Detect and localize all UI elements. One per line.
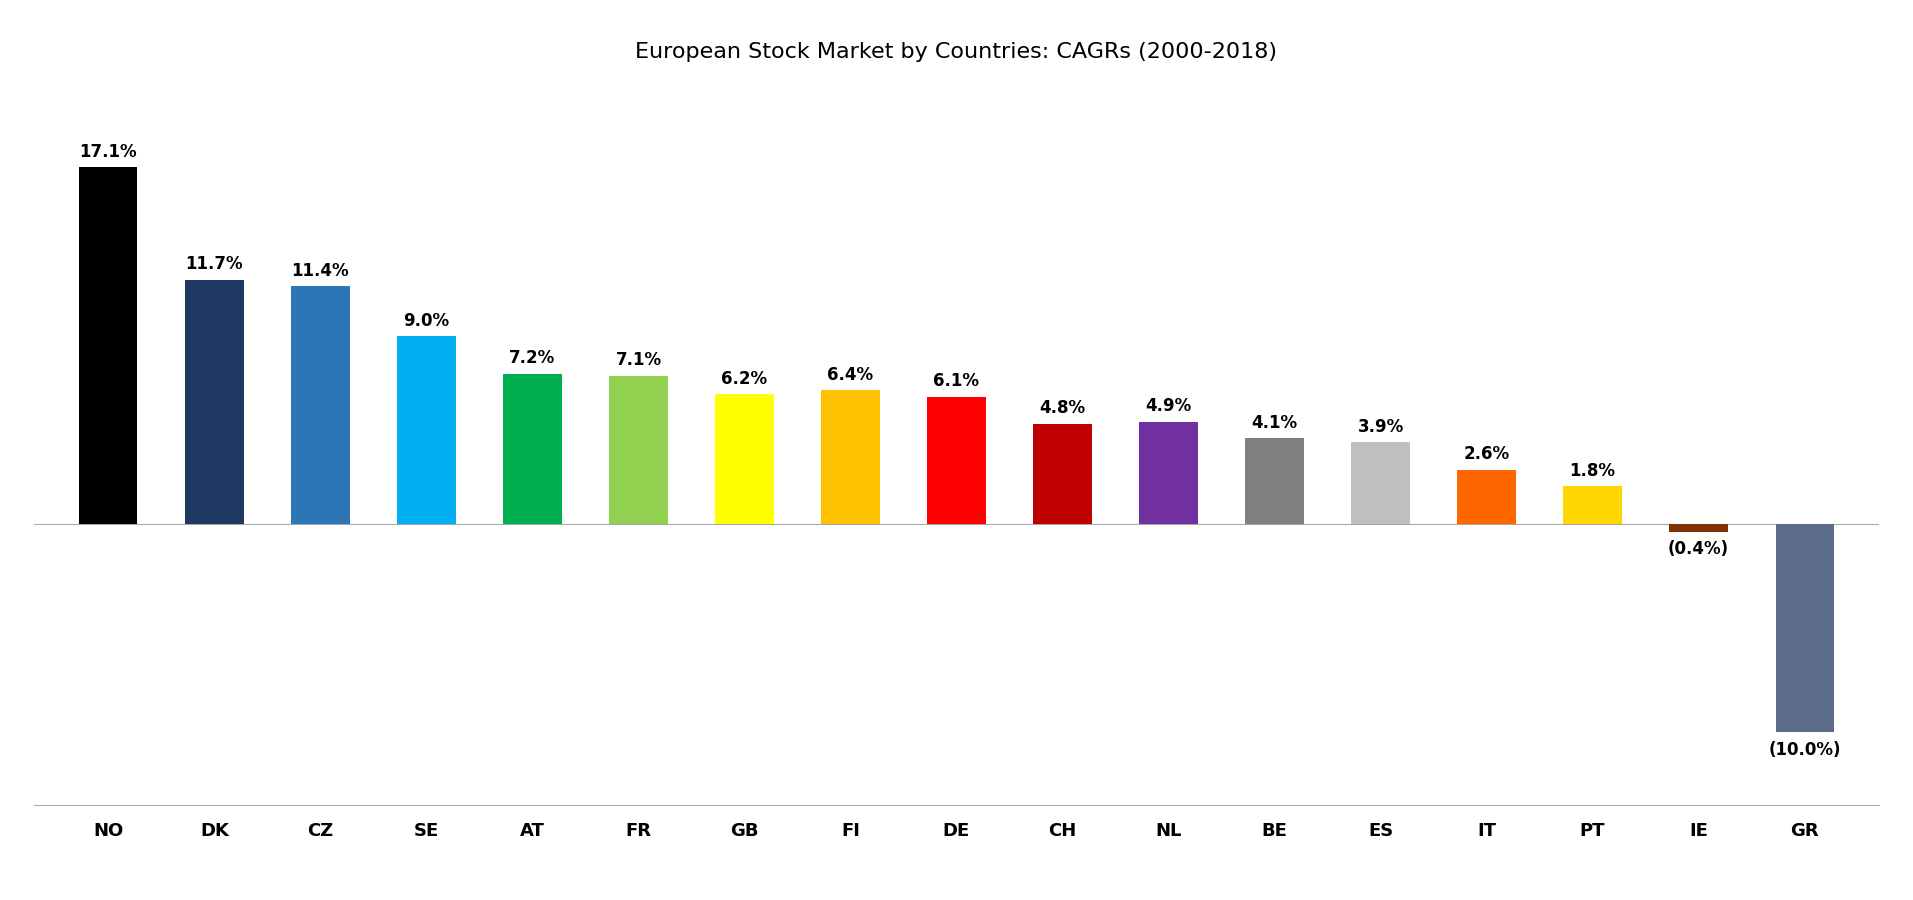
Text: 6.1%: 6.1% [934, 373, 979, 391]
Text: 9.0%: 9.0% [404, 311, 450, 329]
Text: 6.2%: 6.2% [721, 370, 767, 388]
Bar [608, 375, 668, 524]
Bar [1563, 486, 1622, 524]
Text: 17.1%: 17.1% [80, 143, 138, 161]
Bar [186, 280, 243, 524]
Bar [1033, 424, 1092, 524]
Bar [1670, 524, 1727, 532]
Bar [1245, 438, 1305, 524]
Text: 4.9%: 4.9% [1146, 397, 1192, 415]
Text: 6.4%: 6.4% [828, 366, 874, 384]
Title: European Stock Market by Countries: CAGRs (2000-2018): European Stock Market by Countries: CAGR… [635, 42, 1278, 62]
Bar [1458, 470, 1515, 524]
Bar [503, 374, 562, 524]
Text: 7.2%: 7.2% [509, 349, 555, 367]
Text: 3.9%: 3.9% [1358, 418, 1404, 436]
Bar [291, 286, 350, 524]
Text: 11.4%: 11.4% [291, 262, 350, 280]
Bar [1351, 443, 1410, 524]
Text: 4.8%: 4.8% [1039, 400, 1085, 418]
Text: (10.0%): (10.0%) [1768, 741, 1840, 759]
Text: 2.6%: 2.6% [1463, 446, 1509, 464]
Text: 1.8%: 1.8% [1571, 462, 1616, 480]
Bar [1140, 421, 1198, 524]
Text: (0.4%): (0.4%) [1668, 541, 1729, 559]
Bar [821, 391, 880, 524]
Bar [1775, 524, 1835, 733]
Text: 4.1%: 4.1% [1251, 414, 1297, 432]
Text: 7.1%: 7.1% [616, 351, 662, 369]
Bar [78, 167, 138, 524]
Bar [928, 397, 985, 524]
Text: 11.7%: 11.7% [186, 256, 243, 274]
Bar [398, 336, 455, 524]
Bar [715, 394, 773, 524]
